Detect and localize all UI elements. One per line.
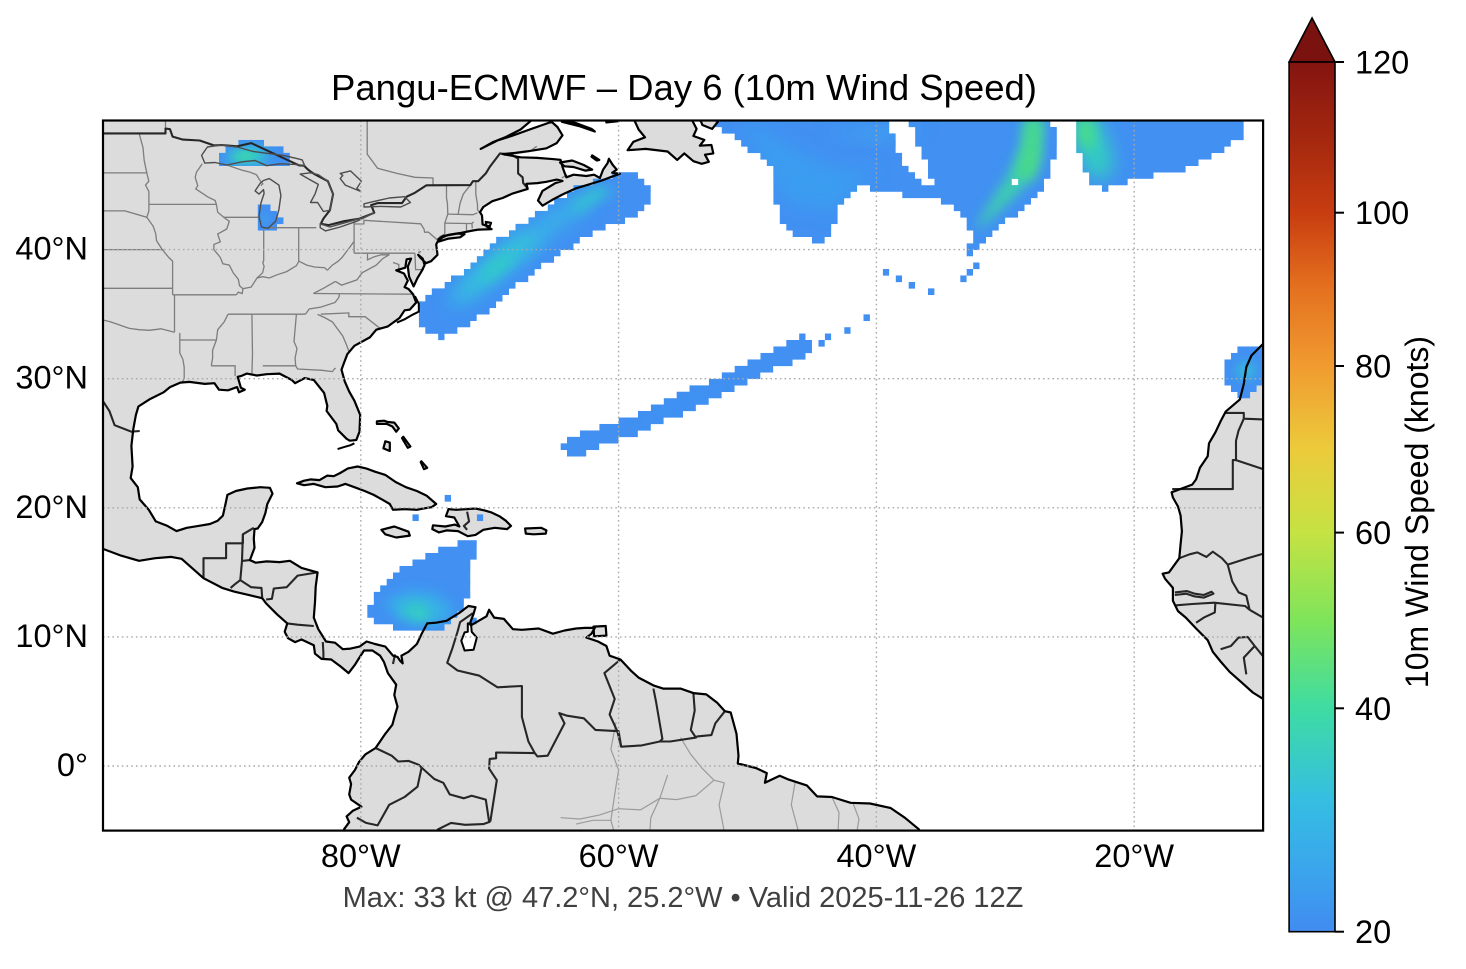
svg-text:40°W: 40°W [836, 838, 916, 874]
svg-text:60: 60 [1355, 515, 1391, 551]
svg-text:30°N: 30°N [15, 360, 88, 396]
svg-text:100: 100 [1355, 195, 1409, 231]
svg-text:10°N: 10°N [15, 618, 88, 654]
svg-text:40°N: 40°N [15, 231, 88, 267]
svg-text:80: 80 [1355, 349, 1391, 385]
svg-text:0°: 0° [57, 747, 88, 783]
svg-text:20: 20 [1355, 914, 1391, 950]
svg-text:80°W: 80°W [321, 838, 401, 874]
svg-text:Max: 33 kt @ 47.2°N, 25.2°W •: Max: 33 kt @ 47.2°N, 25.2°W • Valid 2025… [343, 882, 1024, 914]
svg-text:20°W: 20°W [1094, 838, 1174, 874]
svg-text:60°W: 60°W [579, 838, 659, 874]
svg-text:20°N: 20°N [15, 489, 88, 525]
svg-text:10m Wind Speed (knots): 10m Wind Speed (knots) [1399, 336, 1435, 688]
svg-text:Pangu-ECMWF – Day 6 (10m Wind: Pangu-ECMWF – Day 6 (10m Wind Speed) [331, 67, 1037, 108]
svg-text:40: 40 [1355, 691, 1391, 727]
svg-text:120: 120 [1355, 45, 1409, 81]
